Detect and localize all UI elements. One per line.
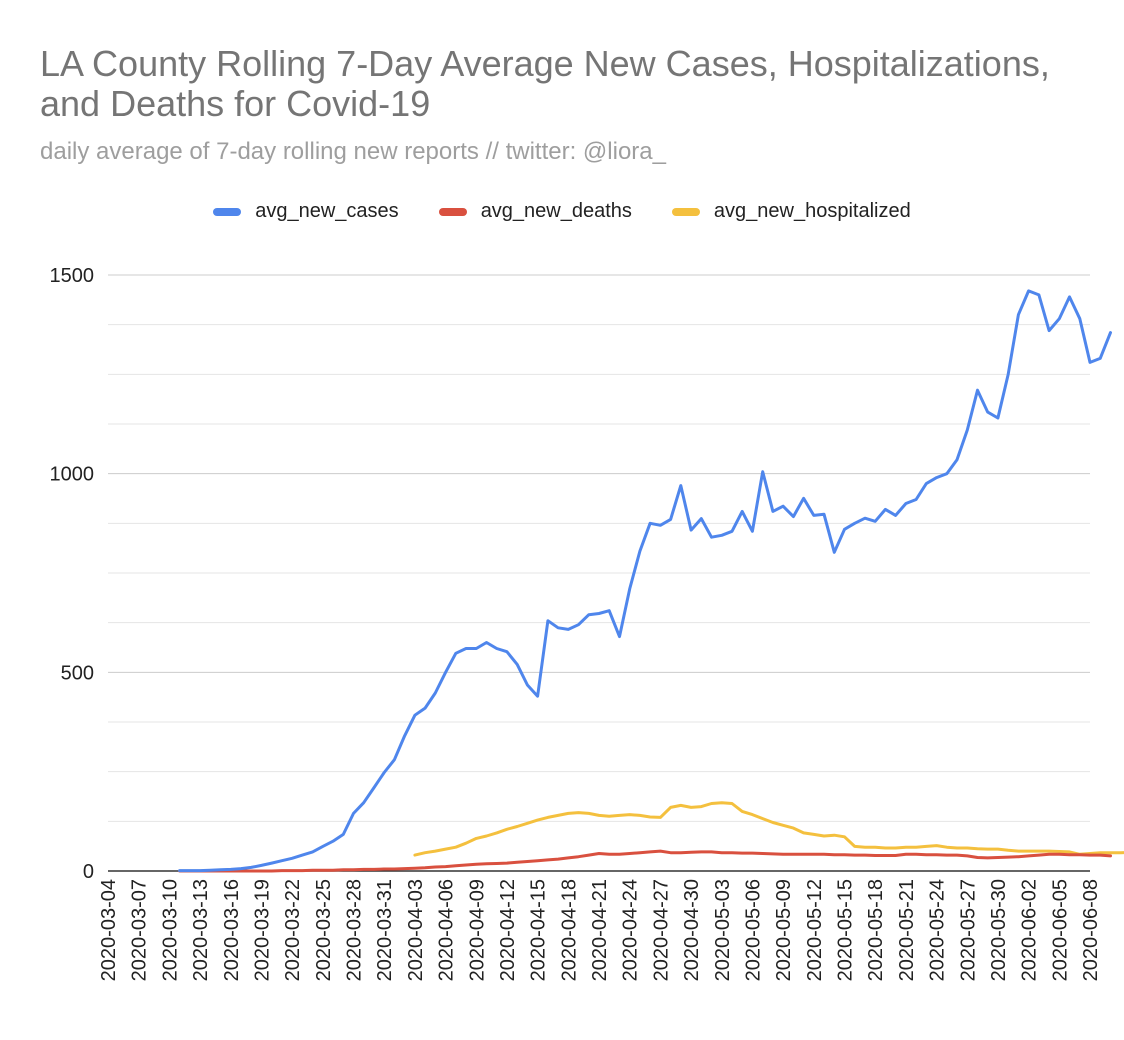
legend: avg_new_cases avg_new_deaths avg_new_hos…: [0, 200, 1124, 223]
x-tick-label: 2020-03-19: [251, 879, 273, 981]
x-tick-label: 2020-03-22: [282, 879, 304, 981]
series-line-avg_new_cases: [178, 289, 1112, 873]
y-tick-label: 0: [83, 861, 94, 883]
legend-swatch-cases: [213, 207, 242, 216]
x-tick-label: 2020-03-07: [129, 879, 151, 981]
legend-item-hospitalized[interactable]: avg_new_hospitalized: [671, 200, 911, 223]
y-tick-label: 500: [61, 662, 94, 684]
x-tick-label: 2020-05-24: [927, 879, 949, 981]
x-tick-label: 2020-04-09: [466, 879, 488, 981]
chart-title: LA County Rolling 7-Day Average New Case…: [40, 43, 1050, 124]
x-tick-label: 2020-05-18: [865, 879, 887, 981]
x-tick-label: 2020-04-12: [497, 879, 519, 981]
x-tick-label: 2020-03-28: [344, 879, 366, 981]
x-tick-label: 2020-05-15: [835, 879, 857, 981]
series-line-avg_new_deaths: [178, 849, 1112, 873]
x-tick-label: 2020-03-16: [221, 879, 243, 981]
x-tick-label: 2020-04-27: [650, 879, 672, 981]
x-tick-label: 2020-06-05: [1049, 879, 1071, 981]
legend-label-hospitalized: avg_new_hospitalized: [713, 200, 911, 222]
x-tick-label: 2020-04-06: [436, 879, 458, 981]
x-tick-label: 2020-03-04: [98, 879, 120, 981]
legend-label-cases: avg_new_cases: [255, 200, 399, 222]
x-tick-label: 2020-06-02: [1019, 879, 1041, 981]
x-tick-label: 2020-03-10: [159, 879, 181, 981]
legend-item-deaths[interactable]: avg_new_deaths: [438, 200, 632, 223]
x-tick-label: 2020-05-06: [742, 879, 764, 981]
x-tick-label: 2020-04-30: [681, 879, 703, 981]
x-tick-label: 2020-05-09: [773, 879, 795, 981]
x-tick-label: 2020-05-12: [804, 879, 826, 981]
x-tick-label: 2020-06-08: [1080, 879, 1102, 981]
x-tick-label: 2020-03-13: [190, 879, 212, 981]
y-tick-label: 1000: [50, 464, 95, 486]
legend-swatch-deaths: [438, 207, 467, 216]
x-tick-label: 2020-03-25: [313, 879, 335, 981]
x-tick-label: 2020-04-18: [558, 879, 580, 981]
x-tick-label: 2020-05-21: [896, 879, 918, 981]
x-tick-label: 2020-04-24: [620, 879, 642, 981]
x-tick-label: 2020-05-30: [988, 879, 1010, 981]
legend-item-cases[interactable]: avg_new_cases: [213, 200, 399, 223]
x-tick-label: 2020-04-03: [405, 879, 427, 981]
x-tick-label: 2020-05-27: [957, 879, 979, 981]
y-tick-label: 1500: [50, 265, 95, 287]
series-line-avg_new_hospitalized: [413, 801, 1124, 857]
chart-subtitle: daily average of 7-day rolling new repor…: [40, 138, 666, 165]
x-tick-label: 2020-04-15: [528, 879, 550, 981]
x-tick-label: 2020-04-21: [589, 879, 611, 981]
legend-label-deaths: avg_new_deaths: [480, 200, 632, 222]
legend-swatch-hospitalized: [671, 207, 700, 216]
x-tick-label: 2020-03-31: [374, 879, 396, 981]
x-tick-label: 2020-05-03: [712, 879, 734, 981]
